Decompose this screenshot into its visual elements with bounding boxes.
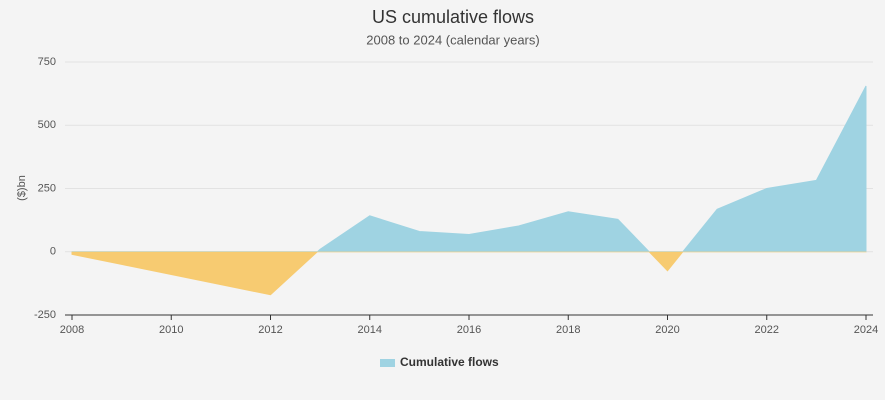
x-tick-label: 2010 — [159, 324, 183, 336]
area — [71, 85, 867, 252]
x-tick-label: 2024 — [854, 324, 878, 336]
x-tick-label: 2012 — [258, 324, 282, 336]
x-tick-label: 2014 — [358, 324, 382, 336]
chart-subtitle: 2008 to 2024 (calendar years) — [366, 32, 539, 47]
legend-label: Cumulative flows — [400, 355, 499, 369]
x-tick-label: 2016 — [457, 324, 481, 336]
y-tick-label: 0 — [50, 246, 56, 258]
legend-swatch — [380, 359, 395, 367]
x-tick-label: 2020 — [655, 324, 679, 336]
y-tick-label: 500 — [38, 119, 56, 131]
y-axis-label: ($)bn — [16, 175, 28, 201]
x-tick-label: 2008 — [60, 324, 84, 336]
y-tick-label: -250 — [34, 309, 56, 321]
x-tick-label: 2018 — [556, 324, 580, 336]
area — [71, 251, 867, 296]
x-tick-label: 2022 — [755, 324, 779, 336]
y-tick-label: 750 — [38, 56, 56, 68]
y-tick-label: 250 — [38, 182, 56, 194]
chart-title: US cumulative flows — [372, 7, 534, 27]
